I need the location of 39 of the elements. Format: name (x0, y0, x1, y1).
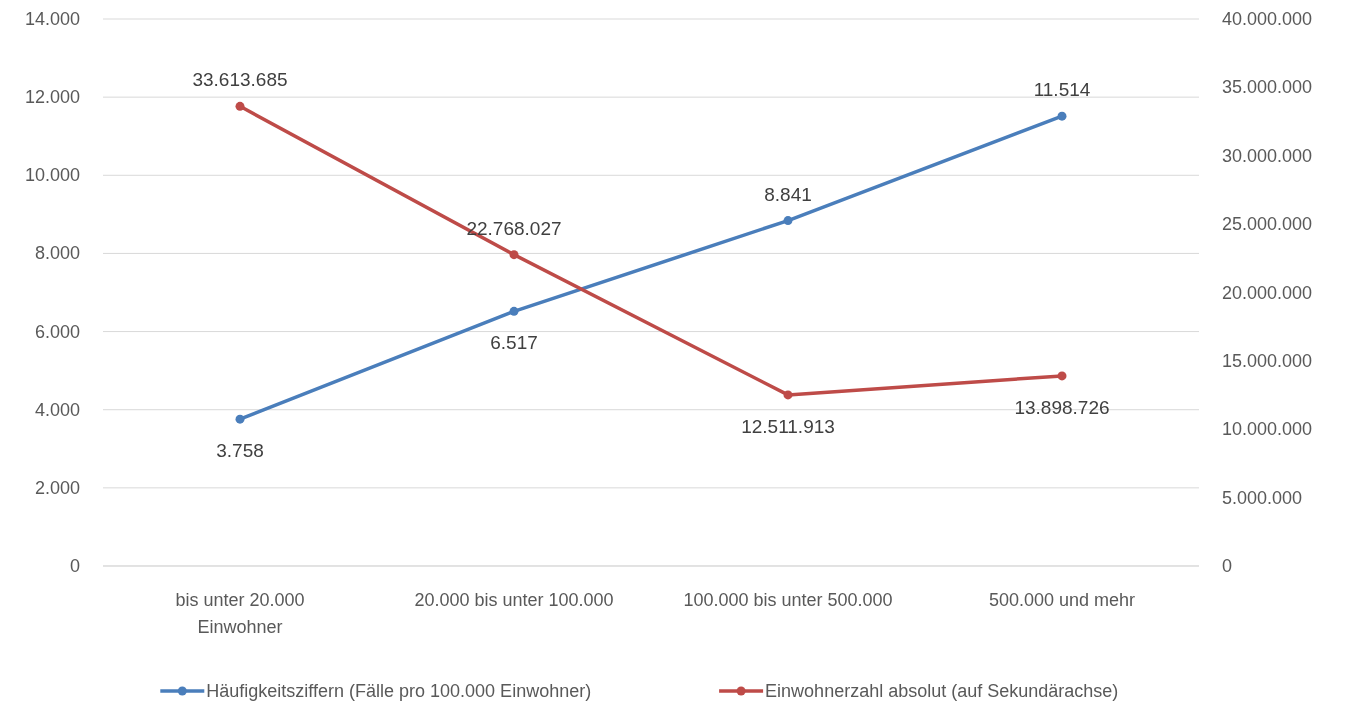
legend-label: Einwohnerzahl absolut (auf Sekundärachse) (765, 681, 1119, 701)
point (509, 250, 519, 260)
y-tick-label: 0 (69, 556, 80, 576)
data-label: 13.898.726 (1014, 396, 1110, 418)
y2-tick-label: 40.000.000 (1222, 9, 1313, 29)
y2-tick-label: 35.000.000 (1222, 77, 1313, 98)
data-label: 8.841 (764, 183, 812, 205)
data-label: 11.514 (1033, 79, 1091, 101)
y-tick-label: 10.000 (24, 165, 80, 186)
y2-tick-label: 5.000.000 (1222, 487, 1303, 508)
y-tick-label: 14.000 (24, 9, 80, 29)
point (235, 101, 245, 111)
point (783, 390, 793, 400)
point (235, 414, 245, 424)
x-tick-label: bis unter 20.000 Einwohner (175, 590, 305, 637)
y-tick-label: 8.000 (34, 243, 80, 264)
data-label: 33.613.685 (192, 69, 288, 91)
data-label: 12.511.913 (741, 415, 835, 437)
y2-tick-label: 25.000.000 (1222, 214, 1313, 235)
y-tick-label: 4.000 (34, 399, 80, 420)
x-tick-label: 20.000 bis unter 100.000 (414, 590, 614, 610)
y2-tick-label: 15.000.000 (1222, 350, 1313, 371)
y-tick-label: 2.000 (34, 477, 80, 498)
y-tick-label: 12.000 (24, 87, 80, 108)
point (1057, 371, 1067, 381)
y2-tick-label: 10.000.000 (1222, 419, 1313, 440)
point (1057, 111, 1067, 121)
x-tick-label: 100.000 bis unter 500.000 (683, 590, 893, 610)
data-label: 22.768.027 (466, 217, 562, 239)
point (509, 306, 519, 316)
point (783, 216, 793, 226)
data-label: 6.517 (490, 332, 538, 354)
y2-tick-label: 20.000.000 (1222, 282, 1313, 303)
y2-tick-label: 30.000.000 (1222, 145, 1313, 166)
y2-tick-label: 0 (1222, 556, 1233, 576)
legend-label: Häufigkeitsziffern (Fälle pro 100.000 Einwohner) (206, 681, 592, 701)
y-tick-label: 6.000 (34, 321, 80, 342)
data-label: 3.758 (216, 440, 264, 462)
x-tick-label: 500.000 und mehr (988, 590, 1136, 610)
